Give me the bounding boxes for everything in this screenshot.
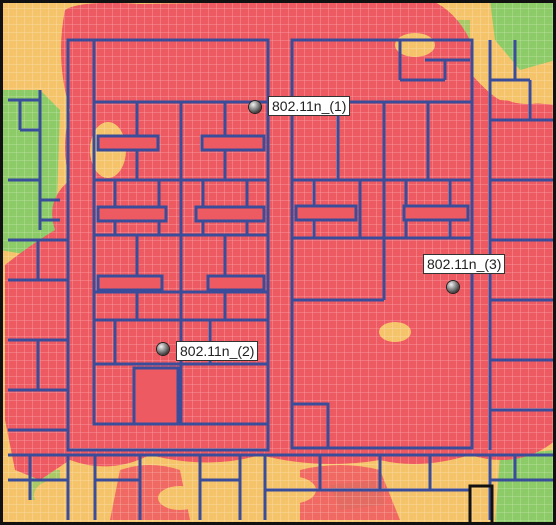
access-point-icon[interactable] [249, 101, 261, 113]
access-point-icon[interactable] [447, 281, 459, 293]
ap-label-2: 802.11n_(2) [176, 341, 258, 361]
ap-label-1: 802.11n_(1) [268, 96, 350, 116]
ap-label-3: 802.11n_(3) [423, 254, 505, 274]
access-point-icon[interactable] [157, 343, 169, 355]
